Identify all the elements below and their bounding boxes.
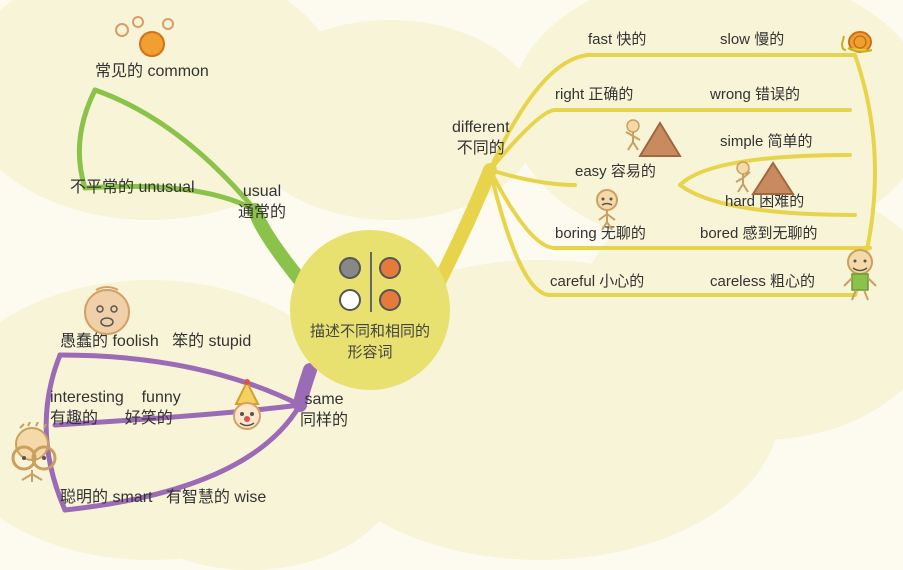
snail-icon xyxy=(838,26,878,56)
leaf-easy: easy 容易的 xyxy=(575,162,656,182)
unusual-zh: 不平常的 xyxy=(70,179,134,196)
dot-icon xyxy=(339,257,361,279)
fast-en: fast xyxy=(588,31,612,48)
leaf-bored: bored 感到无聊的 xyxy=(700,224,818,244)
leaf-common: 常见的 common xyxy=(95,62,209,83)
clown-icon xyxy=(222,378,272,438)
leaf-careless: careless 粗心的 xyxy=(710,272,815,292)
same-en: same xyxy=(300,390,348,411)
wrong-en: wrong xyxy=(710,86,751,103)
careful-zh: 小心的 xyxy=(599,273,644,290)
right-en: right xyxy=(555,86,584,103)
person-careless-icon xyxy=(838,248,882,302)
careful-en: careful xyxy=(550,273,595,290)
bored-zh: 感到无聊的 xyxy=(743,225,818,242)
branch-usual: usual 通常的 xyxy=(238,182,286,224)
person-bored-icon xyxy=(590,188,624,232)
different-zh: 不同的 xyxy=(452,139,510,160)
stupid-en: stupid xyxy=(209,333,252,350)
smart-zh: 聪明的 xyxy=(60,489,108,506)
unusual-en: unusual xyxy=(138,179,194,196)
right-zh: 正确的 xyxy=(588,86,633,103)
branch-different: different 不同的 xyxy=(452,118,510,160)
wise-zh: 有智慧的 xyxy=(166,489,230,506)
branch-same: same 同样的 xyxy=(300,390,348,432)
leaf-simple: simple 简单的 xyxy=(720,132,813,152)
simple-en: simple xyxy=(720,133,763,150)
dot-icon xyxy=(379,289,401,311)
leaf-interesting: interesting funny 有趣的 好笑的 xyxy=(50,388,181,430)
center-title: 描述不同和相同的 形容词 xyxy=(310,321,430,363)
bored-en: bored xyxy=(700,225,738,242)
leaf-careful: careful 小心的 xyxy=(550,272,644,292)
dot-icon xyxy=(379,257,401,279)
leaf-fast: fast 快的 xyxy=(588,30,646,50)
leaf-smart: 聪明的 smart 有智慧的 wise xyxy=(60,488,266,509)
careless-en: careless xyxy=(710,273,766,290)
bubbles-icon xyxy=(110,12,190,62)
usual-en: usual xyxy=(238,182,286,203)
center-divider xyxy=(370,252,372,312)
center-title-line1: 描述不同和相同的 xyxy=(310,321,430,342)
common-zh: 常见的 xyxy=(95,63,143,80)
same-zh: 同样的 xyxy=(300,411,348,432)
smart-en: smart xyxy=(112,489,152,506)
fast-zh: 快的 xyxy=(616,31,646,48)
stupid-zh: 笨的 xyxy=(172,333,204,350)
funny-zh: 好笑的 xyxy=(125,410,173,427)
simple-zh: 简单的 xyxy=(768,133,813,150)
fool-face-icon xyxy=(80,282,134,336)
careless-zh: 粗心的 xyxy=(770,273,815,290)
person-push-icon xyxy=(730,160,756,194)
wrong-zh: 错误的 xyxy=(755,86,800,103)
dot-icon xyxy=(339,289,361,311)
leaf-wrong: wrong 错误的 xyxy=(710,85,800,105)
common-en: common xyxy=(147,63,208,80)
wise-en: wise xyxy=(234,489,266,506)
glasses-kid-icon xyxy=(2,422,62,490)
center-title-line2: 形容词 xyxy=(310,342,430,363)
different-en: different xyxy=(452,118,510,139)
usual-zh: 通常的 xyxy=(238,203,286,224)
slow-en: slow xyxy=(720,31,750,48)
center-node: 描述不同和相同的 形容词 xyxy=(290,230,450,390)
slow-zh: 慢的 xyxy=(754,31,784,48)
easy-zh: 容易的 xyxy=(611,163,656,180)
leaf-right: right 正确的 xyxy=(555,85,633,105)
easy-en: easy xyxy=(575,163,607,180)
funny-en: funny xyxy=(142,389,181,406)
leaf-unusual: 不平常的 unusual xyxy=(70,178,195,199)
leaf-slow: slow 慢的 xyxy=(720,30,784,50)
interesting-en: interesting xyxy=(50,389,124,406)
person-climb-icon xyxy=(620,118,646,152)
